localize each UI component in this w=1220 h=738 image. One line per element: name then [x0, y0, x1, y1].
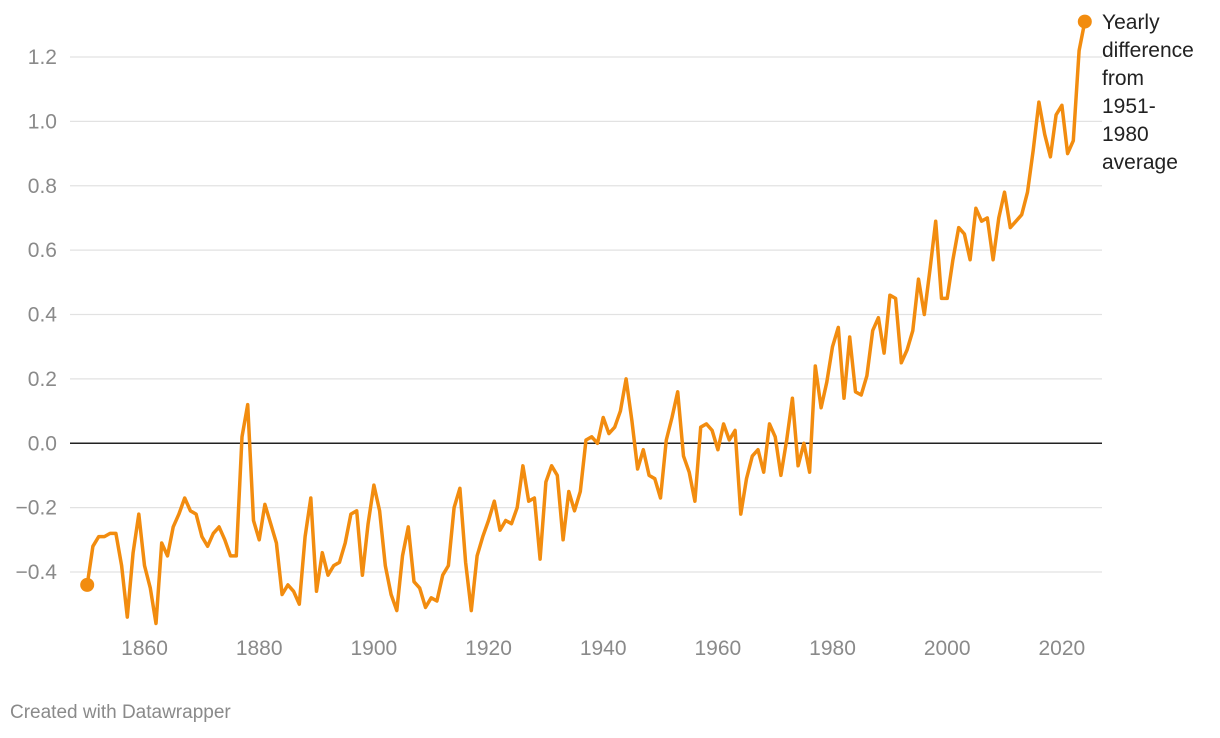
y-tick-label: 0.4	[28, 304, 58, 327]
x-tick-label: 2000	[924, 637, 971, 660]
series-label-line: average	[1102, 151, 1178, 174]
series-end-point	[1077, 14, 1092, 29]
grid-lines	[70, 56, 1102, 573]
y-tick-label: 1.0	[28, 110, 57, 133]
y-tick-label: 0.2	[28, 368, 57, 391]
series-label-line: Yearly	[1102, 11, 1160, 34]
y-tick-label: 0.8	[28, 175, 57, 198]
x-tick-label: 1900	[351, 637, 398, 660]
x-tick-label: 1980	[809, 637, 856, 660]
x-tick-label: 1960	[695, 637, 742, 660]
y-tick-label: −0.2	[16, 497, 57, 520]
series-label-line: 1951-	[1102, 95, 1156, 118]
series-start-point	[80, 577, 95, 592]
series-label-line: difference	[1102, 39, 1194, 62]
x-tick-label: 1880	[236, 637, 283, 660]
series-label-line: from	[1102, 67, 1144, 90]
x-tick-label: 2020	[1039, 637, 1086, 660]
x-tick-label: 1860	[121, 637, 168, 660]
y-tick-label: 0.0	[28, 432, 57, 455]
y-tick-label: 0.6	[28, 239, 57, 262]
x-tick-label: 1920	[465, 637, 512, 660]
series-label: Yearly difference from 1951- 1980 average	[1102, 11, 1194, 174]
x-axis-ticks: 1860 1880 1900 1920 1940 1960 1980 2000 2020	[121, 637, 1085, 660]
y-tick-label: 1.2	[28, 46, 57, 69]
x-tick-label: 1940	[580, 637, 627, 660]
credit-text: Created with Datawrapper	[10, 702, 231, 723]
y-axis-ticks: −0.4 −0.2 0.0 0.2 0.4 0.6 0.8 1.0 1.2	[16, 46, 58, 584]
y-tick-label: −0.4	[16, 561, 58, 584]
series-label-line: 1980	[1102, 123, 1149, 146]
series-line-yearly-difference	[85, 19, 1087, 626]
